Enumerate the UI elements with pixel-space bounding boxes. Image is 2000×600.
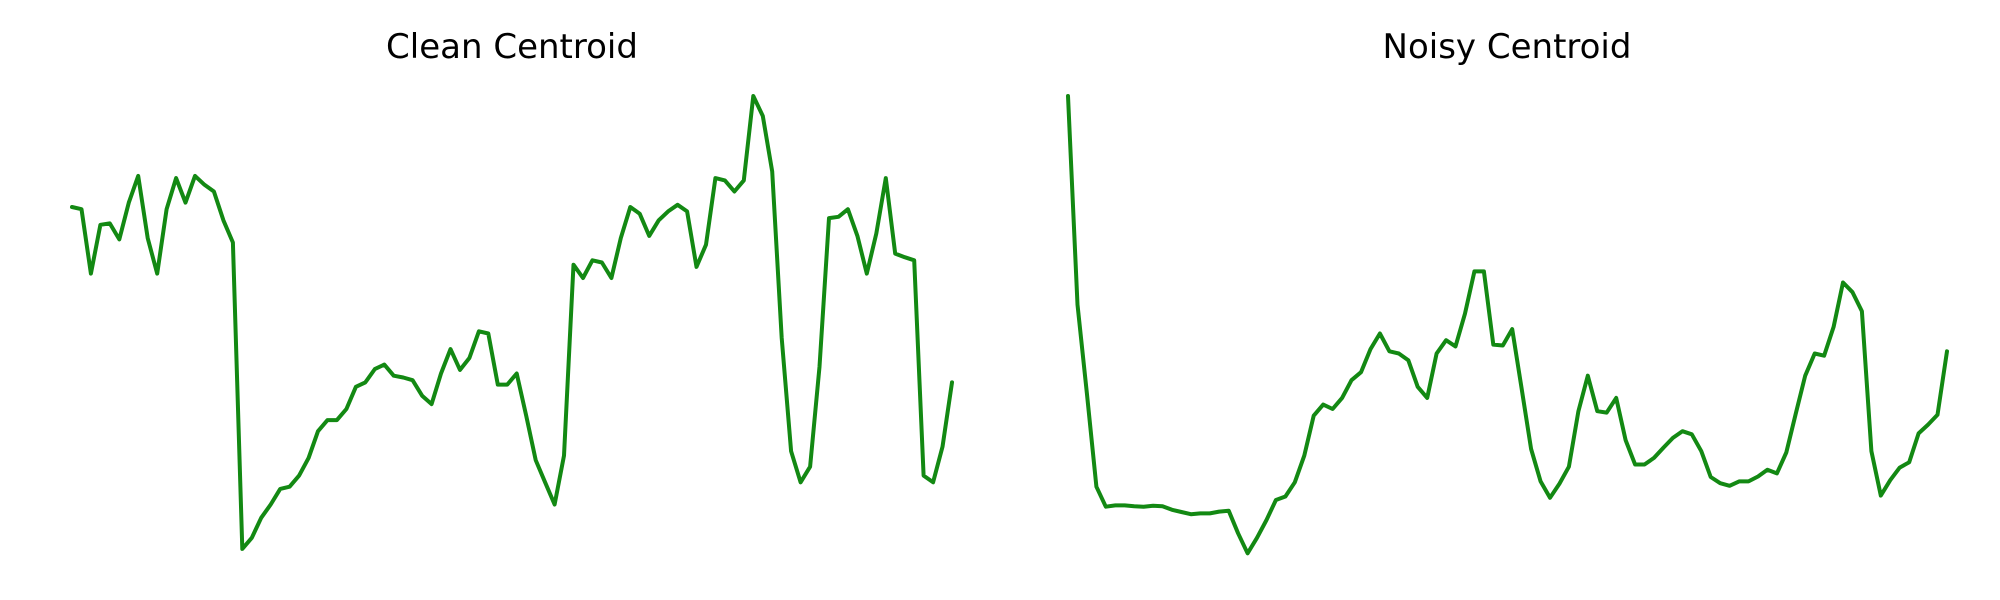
clean-centroid-line [70,94,954,551]
panel-noisy-centroid: Noisy Centroid [1066,27,1949,556]
noisy-centroid-line [1066,94,1949,556]
panel-title-noisy: Noisy Centroid [1383,27,1632,67]
panel-clean-centroid: Clean Centroid [70,27,954,551]
panel-title-clean: Clean Centroid [386,27,638,67]
